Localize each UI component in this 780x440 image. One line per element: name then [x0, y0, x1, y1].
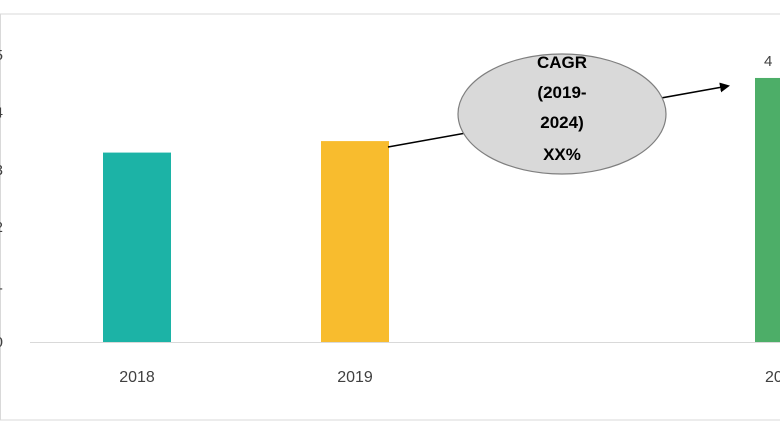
bar-2018 [103, 152, 171, 342]
y-axis-ticks: 0 1 2 3 4 5 [0, 47, 3, 351]
y-tick-label: 1 [0, 277, 3, 294]
y-tick-label: 3 [0, 162, 3, 179]
bar-2019 [321, 141, 389, 342]
cagr-ellipse [457, 53, 667, 175]
cagr-text-line: (2019- [537, 83, 586, 102]
bar-2024 [755, 77, 780, 343]
x-tick-label: 20 [765, 369, 780, 386]
cagr-text-line: XX% [543, 145, 581, 164]
cagr-text-line: CAGR [537, 53, 587, 72]
x-tick-label: 2018 [119, 369, 155, 386]
y-tick-label: 5 [0, 47, 3, 64]
y-tick-label: 0 [0, 334, 3, 351]
data-label: 4 [764, 53, 772, 70]
y-tick-label: 2 [0, 219, 3, 236]
x-tick-label: 2019 [337, 369, 373, 386]
x-axis-labels: 2018 2019 20 [119, 369, 780, 386]
y-tick-label: 4 [0, 104, 3, 121]
bars-group [103, 77, 780, 343]
cagr-callout: CAGR (2019- 2024) XX% [457, 53, 667, 175]
data-labels: 4 [764, 53, 772, 70]
cagr-text-line: 2024) [540, 113, 583, 132]
